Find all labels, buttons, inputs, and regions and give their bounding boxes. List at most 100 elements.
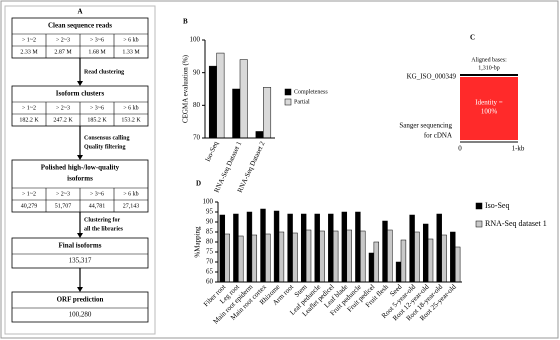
- bar: [263, 87, 272, 139]
- bar: [360, 230, 366, 283]
- step-label: Quality filtering: [84, 144, 126, 150]
- panel-label: D: [196, 180, 201, 188]
- y-tick-label: 65: [206, 268, 214, 276]
- legend-swatch: [475, 202, 483, 210]
- panel-label: B: [183, 18, 188, 26]
- step-label: all the libraries: [84, 226, 124, 232]
- bar: [427, 238, 434, 283]
- legend-label: Completeness: [294, 89, 328, 95]
- bin-label: > 2~3: [56, 191, 70, 197]
- bar: [233, 213, 239, 283]
- y-tick-label: 60: [206, 278, 214, 286]
- stage-box: [11, 291, 149, 323]
- bar: [219, 214, 226, 283]
- legend-label: RNA-Seq dataset 1: [485, 219, 547, 228]
- stage-title: Clean sequence reads: [48, 22, 112, 30]
- bin-value: 51,707: [55, 203, 72, 209]
- arrow-head: [77, 233, 83, 238]
- bin-label: > 3~6: [90, 191, 104, 197]
- bar: [382, 220, 388, 283]
- bin-value: 185.2 K: [87, 117, 107, 123]
- bin-label: > 1~2: [22, 105, 36, 111]
- aligned-label: Aligned bases:: [471, 57, 507, 63]
- bar: [216, 52, 225, 139]
- bar: [238, 235, 244, 283]
- bar: [436, 213, 442, 283]
- bar: [422, 223, 429, 283]
- y-tick-label: 95: [206, 208, 214, 216]
- bar: [441, 234, 447, 283]
- panel-label: A: [77, 8, 82, 16]
- bin-value: 182.2 K: [19, 117, 39, 123]
- bin-value: 2.87 M: [54, 49, 72, 55]
- bin-value: 2.33 M: [20, 49, 38, 55]
- stage-value: 135,317: [69, 257, 92, 265]
- bar: [332, 230, 339, 283]
- bin-value: 247.2 K: [53, 117, 73, 123]
- arrow-head: [77, 287, 83, 292]
- bar: [273, 210, 280, 283]
- step-label: Clustering for: [84, 217, 120, 223]
- legend-label: Partial: [294, 99, 310, 105]
- bar: [314, 213, 320, 283]
- y-axis-label: %Mapping: [194, 226, 202, 258]
- bar: [260, 208, 266, 283]
- y-tick-label: 80: [206, 238, 214, 246]
- y-axis-label: CEGMA evaluation (%): [182, 54, 190, 123]
- bin-value: 27,143: [123, 203, 140, 209]
- legend-swatch: [475, 220, 483, 228]
- legend-label: Iso-Seq: [485, 201, 509, 210]
- stage-title: Polished high-/low-quality: [41, 164, 120, 172]
- bar: [265, 233, 271, 283]
- bar: [319, 230, 325, 283]
- stage-title: isoforms: [67, 175, 93, 183]
- bar: [414, 231, 420, 283]
- bin-value: 1.68 M: [88, 49, 106, 55]
- bin-label: > 1~2: [22, 37, 36, 43]
- bar: [355, 211, 361, 283]
- y-tick-label: 85: [206, 228, 214, 236]
- bar: [278, 231, 285, 283]
- bin-label: > 2~3: [56, 105, 70, 111]
- x-tick-label: Iso-Seq: [204, 140, 220, 163]
- y-tick-label: 90: [193, 68, 201, 76]
- bar: [292, 232, 298, 283]
- legend-swatch: [284, 98, 292, 106]
- bin-label: > 1~2: [22, 191, 36, 197]
- bar: [373, 241, 380, 283]
- bar: [251, 234, 258, 283]
- bar: [300, 213, 307, 283]
- bin-value: 44,781: [89, 203, 106, 209]
- bar: [328, 213, 334, 283]
- bar: [246, 211, 253, 283]
- isoform-id: KG_ISO_000349: [407, 73, 457, 81]
- bin-value: 40,279: [21, 203, 38, 209]
- reference-label: for cDNA: [424, 132, 452, 140]
- panel-label: C: [470, 34, 475, 42]
- axis-label: 0: [458, 145, 462, 153]
- stage-title: Final isoforms: [59, 242, 102, 250]
- y-tick-label: 80: [193, 101, 201, 109]
- bar: [208, 65, 217, 139]
- y-tick-label: 90: [206, 218, 214, 226]
- bar: [346, 229, 352, 283]
- stage-title: ORF prediction: [57, 296, 104, 304]
- identity-label: 100%: [481, 108, 498, 116]
- bar: [387, 229, 393, 283]
- bin-label: > 3~6: [90, 105, 104, 111]
- arrow-head: [77, 81, 83, 86]
- bin-label: > 6 kb: [123, 37, 138, 43]
- bar: [395, 261, 402, 283]
- y-tick-label: 100: [190, 36, 201, 44]
- bar: [400, 239, 407, 283]
- identity-block: [460, 77, 518, 140]
- identity-label: Identity =: [475, 99, 503, 107]
- bar: [450, 231, 456, 283]
- bin-label: > 6 kb: [123, 191, 138, 197]
- bar: [232, 88, 241, 139]
- bar: [454, 246, 461, 283]
- step-label: Read clustering: [84, 69, 124, 75]
- bar: [239, 59, 248, 139]
